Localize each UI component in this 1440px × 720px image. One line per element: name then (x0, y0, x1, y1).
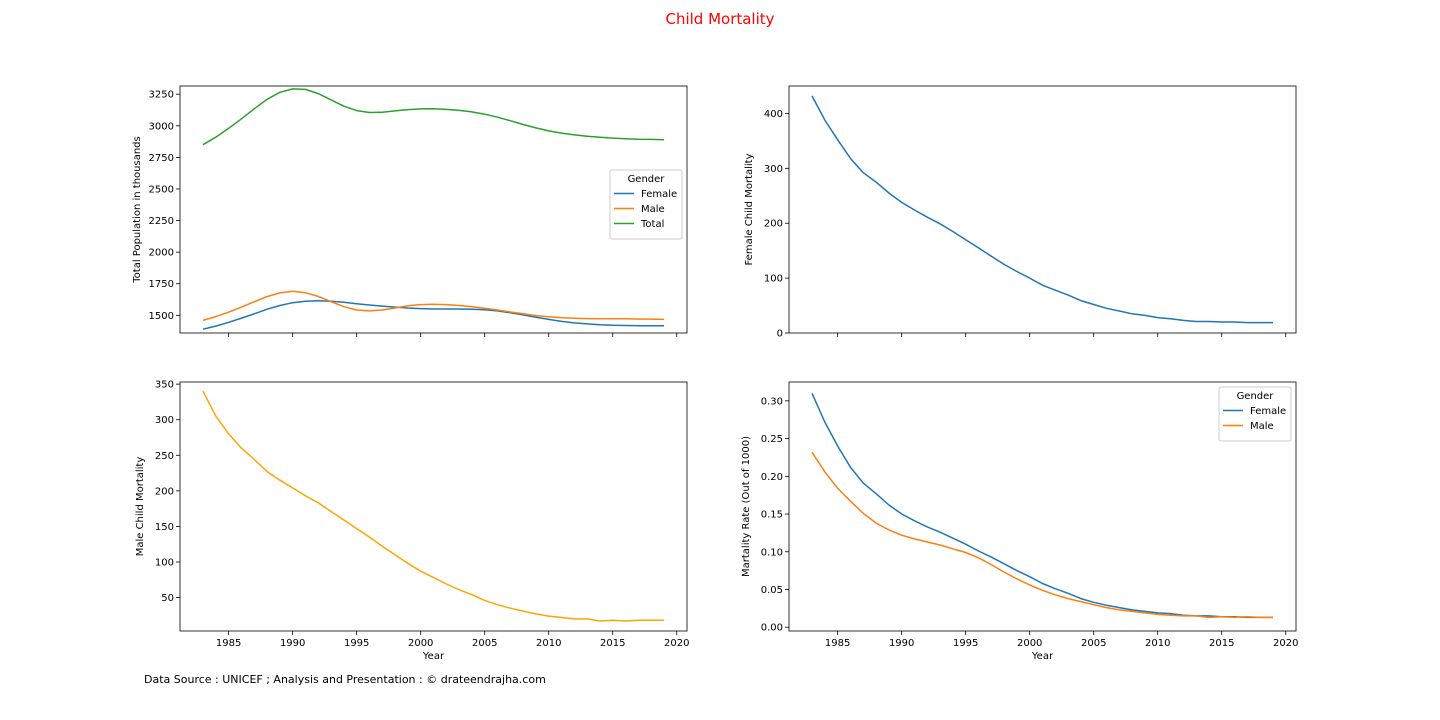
y-tick-label: 200 (764, 219, 783, 230)
series-line-male (811, 451, 1273, 619)
x-tick-label: 2015 (600, 638, 625, 649)
y-tick-label: 0.30 (761, 396, 783, 407)
y-tick-label: 0.00 (761, 623, 783, 634)
series-line-male (202, 290, 665, 322)
y-tick-label: 250 (155, 451, 174, 462)
x-tick-label: 2000 (408, 638, 433, 649)
y-tick-label: 2000 (149, 248, 174, 259)
y-axis-label: Female Child Mortality (744, 153, 755, 265)
y-tick-label: 2500 (149, 184, 174, 195)
y-tick-label: 3000 (149, 121, 174, 132)
y-tick-label: 300 (155, 415, 174, 426)
axes-frame (788, 85, 1297, 334)
y-axis-label: Male Child Mortality (135, 457, 146, 557)
y-tick-label: 1500 (149, 311, 174, 322)
y-tick-label: 100 (764, 274, 783, 285)
y-tick-label: 1750 (149, 279, 174, 290)
x-tick-label: 1990 (889, 638, 914, 649)
x-tick-label: 1995 (953, 638, 978, 649)
x-tick-label: 2005 (1081, 638, 1106, 649)
y-tick-label: 300 (764, 164, 783, 175)
x-tick-label: 2015 (1209, 638, 1234, 649)
series-line-1 (202, 390, 664, 622)
legend: Gender Female Male Total (609, 169, 683, 240)
subplot-3: 1985 1990 1995 2000 2005 2010 2015 2020 50 100 150… (135, 380, 689, 662)
x-tick-label: 1995 (344, 638, 369, 649)
subplot-2: 0 100 200 300 400 Female Child Mortality (744, 85, 1297, 340)
y-tick-label: 200 (155, 486, 174, 497)
subplot-1: 1500 1750 2000 2250 2500 2750 3000 3250 Total Po… (132, 85, 688, 337)
y-tick-label: 0.25 (761, 434, 783, 445)
legend-entry-female: Female (1250, 406, 1286, 417)
series-line-female (202, 299, 664, 330)
y-axis-label: Total Population in thousands (132, 136, 143, 284)
x-tick-label: 1985 (216, 638, 241, 649)
x-tick-label: 2005 (472, 638, 497, 649)
series-line-total (202, 88, 665, 146)
y-tick-label: 400 (764, 109, 783, 120)
y-tick-label: 0.20 (761, 472, 783, 483)
subplot-4: 1985 1990 1995 2000 2005 2010 2015 2020 0.00 0.05… (741, 381, 1298, 662)
x-tick-label: 2010 (536, 638, 561, 649)
y-tick-label: 0.05 (761, 585, 783, 596)
x-tick-label: 2000 (1017, 638, 1042, 649)
legend-entry-female: Female (641, 189, 677, 200)
figure-title: Child Mortality (665, 10, 775, 28)
series-line-female (811, 392, 1273, 619)
y-tick-label: 2250 (149, 216, 174, 227)
y-tick-label: 3250 (149, 90, 174, 101)
x-tick-label: 1985 (825, 638, 850, 649)
legend: Gender Female Male (1218, 386, 1292, 442)
y-tick-label: 0 (777, 329, 783, 340)
legend-entry-male: Male (641, 204, 665, 215)
y-tick-label: 100 (155, 557, 174, 568)
y-axis-label: Martality Rate (Out of 1000) (741, 436, 752, 577)
series-line-1 (811, 95, 1273, 324)
y-tick-label: 50 (161, 593, 174, 604)
axes-frame (179, 85, 688, 334)
legend-title: Gender (1237, 391, 1275, 402)
x-tick-label: 2010 (1145, 638, 1170, 649)
y-tick-label: 0.15 (761, 510, 783, 521)
y-tick-label: 2750 (149, 153, 174, 164)
x-tick-label: 2020 (664, 638, 689, 649)
x-tick-label: 1990 (280, 638, 305, 649)
y-tick-label: 0.10 (761, 547, 783, 558)
legend-box (1218, 386, 1292, 442)
axes-frame (179, 381, 688, 632)
axes-frame (788, 381, 1297, 632)
legend-title: Gender (628, 174, 666, 185)
y-tick-label: 350 (155, 380, 174, 391)
legend-box (609, 169, 683, 240)
data-source-footer: Data Source : UNICEF ; Analysis and Pres… (144, 673, 546, 686)
legend-entry-male: Male (1250, 421, 1274, 432)
y-tick-label: 150 (155, 522, 174, 533)
x-axis-label: Year (422, 651, 445, 662)
x-axis-label: Year (1031, 651, 1054, 662)
x-tick-label: 2020 (1273, 638, 1298, 649)
legend-entry-total: Total (640, 219, 664, 230)
